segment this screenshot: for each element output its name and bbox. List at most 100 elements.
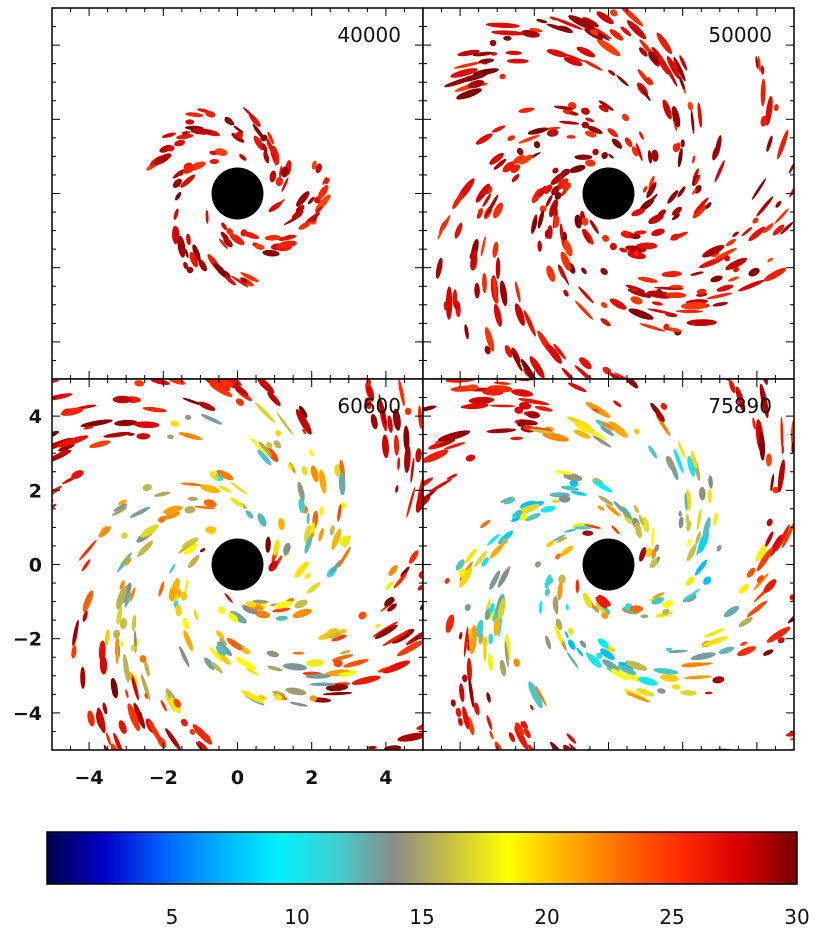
disk-blob	[153, 153, 172, 166]
disk-blob	[723, 605, 740, 618]
disk-blob	[670, 794, 703, 806]
disk-blob	[512, 154, 525, 165]
disk-blob	[198, 259, 207, 272]
disk-blob	[118, 499, 128, 506]
disk-blob	[305, 673, 331, 679]
disk-blob	[105, 732, 112, 746]
disk-blob	[741, 227, 753, 237]
disk-blob	[180, 591, 188, 601]
disk-blob	[569, 479, 579, 487]
disk-blob	[630, 296, 643, 305]
disk-blob	[605, 504, 621, 517]
disk-blob	[702, 790, 730, 802]
disk-blob	[71, 470, 84, 479]
disk-blob	[272, 607, 291, 613]
disk-blob	[553, 105, 574, 110]
disk-blob	[609, 9, 618, 17]
disk-blob	[544, 574, 552, 589]
disk-blob	[715, 753, 737, 758]
disk-blob	[10, 571, 16, 578]
y-tick-label: 4	[29, 406, 42, 428]
disk-blob	[573, 429, 591, 439]
disk-blob	[257, 449, 272, 466]
disk-blob	[459, 632, 463, 640]
disk-blob	[172, 168, 186, 179]
disk-blob	[144, 660, 150, 677]
disk-blob	[81, 559, 91, 572]
disk-blob	[527, 782, 542, 800]
disk-blob	[637, 276, 658, 283]
disk-blob	[222, 770, 230, 777]
x-tick-label: −4	[75, 767, 104, 789]
disk-blob	[694, 184, 702, 194]
disk-blob	[119, 618, 128, 629]
disk-blob	[338, 671, 351, 676]
disk-blob	[660, 402, 668, 410]
disk-blob	[198, 401, 216, 411]
disk-blob	[665, 327, 683, 333]
black-hole	[582, 167, 635, 220]
disk-blob	[799, 530, 808, 540]
disk-blob	[307, 196, 315, 205]
disk-blob	[795, 540, 815, 569]
disk-blob	[240, 647, 251, 655]
disk-blob	[559, 120, 580, 125]
disk-blob	[398, 379, 405, 407]
disk-blob	[756, 547, 773, 572]
disk-blob	[510, 436, 524, 441]
disk-blob	[486, 715, 493, 731]
disk-blob	[616, 75, 629, 87]
disk-blob	[133, 702, 146, 729]
disk-blob	[739, 583, 749, 594]
disk-blob	[578, 286, 594, 304]
disk-blob	[216, 630, 225, 640]
disk-blob	[322, 691, 353, 696]
disk-blob	[507, 135, 516, 141]
disk-blob	[274, 600, 293, 609]
disk-blob	[667, 649, 688, 654]
disk-blob	[489, 152, 504, 165]
disk-blob	[558, 264, 569, 286]
disk-blob	[302, 428, 307, 435]
disk-blob	[702, 244, 725, 258]
disk-blob	[189, 728, 196, 735]
disk-blob	[332, 654, 354, 661]
disk-blob	[89, 440, 111, 448]
disk-blob	[549, 199, 559, 218]
disk-blob	[121, 532, 128, 539]
disk-blob	[687, 595, 697, 603]
disk-blob	[804, 535, 815, 556]
disk-blob	[396, 639, 423, 657]
disk-blob	[740, 641, 748, 646]
disk-blob	[563, 744, 578, 750]
disk-blob	[708, 816, 727, 826]
disk-blob	[486, 692, 491, 703]
disk-blob	[253, 135, 264, 151]
disk-blob	[504, 345, 513, 358]
y-tick-label: 2	[29, 480, 42, 502]
disk-blob	[216, 469, 234, 481]
disk-blob	[183, 789, 202, 808]
disk-blob	[183, 543, 198, 555]
disk-blob	[534, 561, 541, 568]
disk-blob	[158, 581, 165, 597]
disk-blob	[408, 550, 419, 564]
disk-blob	[454, 300, 461, 311]
disk-blob	[506, 58, 529, 64]
disk-blob	[609, 29, 624, 41]
disk-blob	[692, 759, 704, 765]
disk-blob	[29, 437, 47, 447]
disk-blob	[275, 430, 282, 437]
disk-blob	[559, 795, 574, 810]
disk-blob	[760, 78, 766, 107]
disk-blob	[657, 57, 669, 75]
disk-blob	[745, 815, 755, 819]
disk-field-2	[10, 379, 423, 808]
disk-blob	[580, 217, 589, 226]
disk-blob	[281, 177, 289, 192]
disk-blob	[80, 419, 113, 428]
disk-blob	[513, 789, 521, 797]
disk-blob	[556, 807, 577, 827]
disk-blob	[646, 817, 671, 830]
